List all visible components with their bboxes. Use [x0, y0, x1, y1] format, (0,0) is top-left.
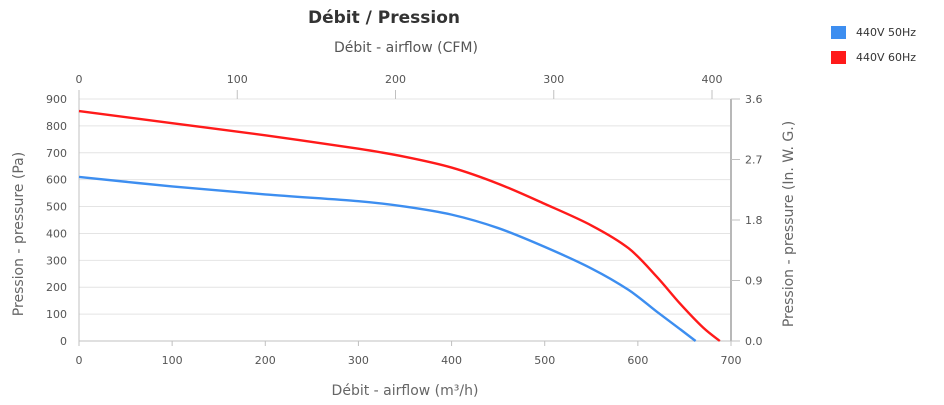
y-right-tick-1: 0.9: [745, 275, 763, 288]
y-tick-0: 0: [60, 335, 67, 348]
x-tick-5: 500: [534, 354, 555, 367]
x-tick-0: 0: [76, 354, 83, 367]
y-tick-1: 100: [46, 308, 67, 321]
y-right-axis-label: Pression - pressure (In. W. G.): [781, 121, 797, 327]
legend-item-50hz[interactable]: 440V 50Hz: [831, 22, 916, 42]
y-tick-8: 800: [46, 120, 67, 133]
series-line-0: [78, 175, 697, 342]
x-tick-1: 100: [162, 354, 183, 367]
x-tick-2: 200: [255, 354, 276, 367]
chart-title: Débit / Pression: [308, 8, 460, 28]
x-tick-6: 600: [627, 354, 648, 367]
y-tick-7: 700: [46, 147, 67, 160]
x-top-tick-0: 0: [76, 73, 83, 86]
x-axis-ticks: 0 100 200 300 400 500 600 700: [76, 341, 742, 367]
series-group: [78, 109, 721, 342]
legend-label-50hz: 440V 50Hz: [856, 25, 917, 39]
series-line-1: [78, 109, 721, 342]
x-tick-7: 700: [721, 354, 742, 367]
legend-label-60hz: 440V 60Hz: [856, 50, 917, 64]
y-right-tick-2: 1.8: [745, 214, 763, 227]
x-axis-label: Débit - airflow (m³/h): [332, 383, 479, 399]
y-right-tick-4: 3.6: [745, 93, 763, 106]
x-tick-3: 300: [348, 354, 369, 367]
y-tick-4: 400: [46, 227, 67, 240]
y-tick-9: 900: [46, 93, 67, 106]
x-top-tick-1: 100: [227, 73, 248, 86]
y-tick-6: 600: [46, 174, 67, 187]
grid-lines: [79, 98, 731, 342]
legend-swatch-60hz: [831, 50, 846, 64]
chart-subtitle: Débit - airflow (CFM): [334, 40, 478, 56]
x-tick-4: 400: [441, 354, 462, 367]
legend-item-60hz[interactable]: 440V 60Hz: [831, 47, 916, 67]
y-right-tick-3: 2.7: [745, 154, 763, 167]
y-tick-2: 200: [46, 281, 67, 294]
x-top-tick-3: 300: [543, 73, 564, 86]
y-axis-label: Pression - pressure (Pa): [11, 152, 27, 316]
x-top-axis-ticks: 0 100 200 300 400: [76, 73, 723, 99]
x-top-tick-2: 200: [385, 73, 406, 86]
y-right-axis-ticks: 0.0 0.9 1.8 2.7 3.6: [731, 93, 763, 348]
x-top-tick-4: 400: [702, 73, 723, 86]
y-tick-5: 500: [46, 201, 67, 214]
y-tick-3: 300: [46, 254, 67, 267]
legend-swatch-50hz: [831, 25, 846, 39]
legend: 440V 50Hz 440V 60Hz: [831, 22, 916, 72]
y-right-tick-0: 0.0: [745, 335, 763, 348]
y-axis-ticks: 0 100 200 300 400 500 600 700 800 900: [46, 93, 67, 348]
axes: [78, 99, 732, 342]
